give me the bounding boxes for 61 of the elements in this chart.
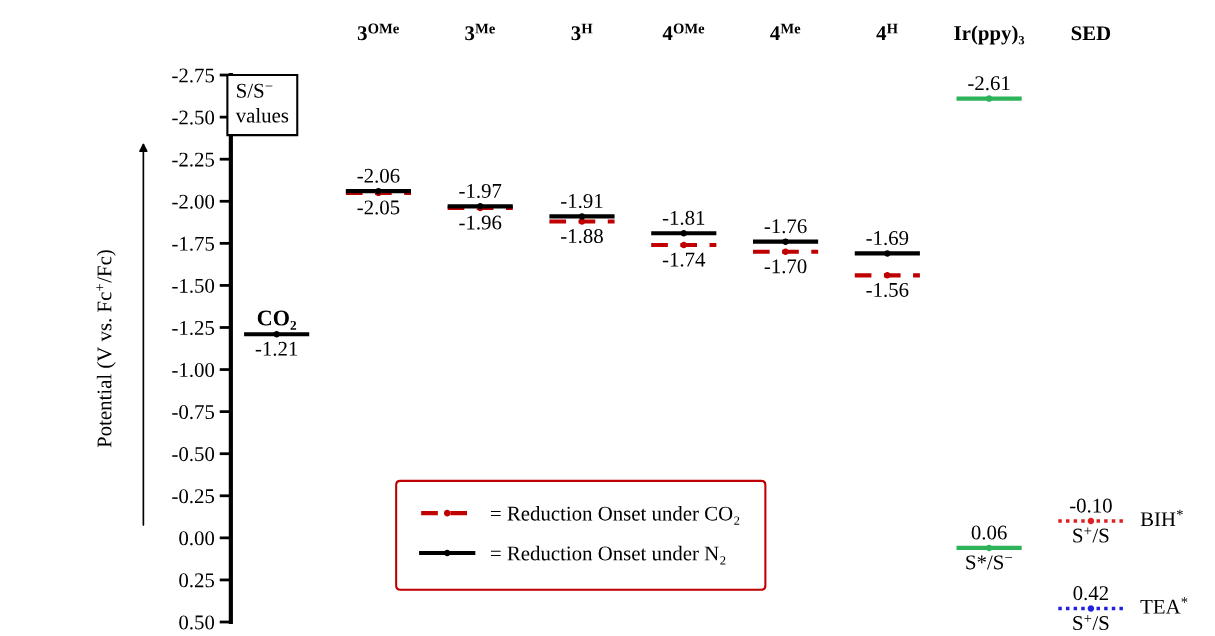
legend-label: BIH$^{*}$ — [1140, 509, 1183, 527]
y-tick-label: -2.25 — [172, 152, 215, 167]
point — [985, 544, 993, 552]
x-tick-label: SED — [1071, 26, 1111, 41]
annotation: S$^{+}$/S — [1073, 527, 1109, 543]
series-label: CO₂ — [257, 310, 297, 330]
legend-label: = Reduction Onset under CO₂ — [490, 505, 740, 525]
data-label: 0.06 — [971, 525, 1007, 540]
annotation: S$^{+}$/S — [1073, 614, 1109, 631]
data-label: -1.70 — [764, 259, 807, 274]
y-tick-label: -1.00 — [172, 362, 215, 378]
legend-label: TEA$^{*}$ — [1140, 597, 1188, 614]
data-label: 0.42 — [1073, 586, 1108, 601]
text: S/S$^{−}$ values — [235, 83, 289, 123]
x-tick-label: 3$^{Me}$ — [465, 23, 495, 41]
data-label: -2.06 — [357, 168, 400, 183]
data-label: -1.97 — [459, 183, 502, 199]
y-tick-label: -1.50 — [172, 278, 215, 293]
y-tick-label: -2.75 — [172, 68, 215, 83]
point — [680, 229, 688, 237]
x-tick-label: 3$^{OMe}$ — [357, 23, 399, 41]
data-label: -1.81 — [662, 210, 705, 225]
y-tick-label: -2.00 — [172, 194, 215, 209]
data-label: -0.10 — [1069, 498, 1112, 513]
y-tick-label: -2.50 — [172, 110, 215, 125]
y-axis-title: Potential (V vs. Fc$^{+}$/Fc) — [96, 250, 116, 448]
data-label: -1.76 — [764, 219, 807, 234]
point — [680, 241, 688, 249]
y-tick-label: -0.25 — [172, 489, 215, 504]
x-tick-label: 3$^{H}$ — [571, 23, 593, 41]
point — [782, 248, 789, 256]
point — [884, 272, 891, 279]
data-label: -1.91 — [561, 194, 603, 209]
data-label: -2.61 — [968, 76, 1010, 91]
point — [1087, 517, 1095, 525]
point — [1087, 605, 1095, 612]
y-tick-label: -0.50 — [172, 447, 215, 462]
point — [578, 213, 586, 220]
data-label: -1.96 — [459, 215, 502, 230]
annotation: S*/S$^{−}$ — [966, 555, 1012, 570]
legend-label: = Reduction Onset under N₂ — [490, 545, 726, 565]
y-tick-label: 0.50 — [179, 615, 215, 630]
point — [884, 250, 891, 257]
data-label: -1.88 — [561, 229, 603, 244]
y-tick-label: 0.25 — [179, 573, 215, 588]
data-label: -2.05 — [357, 200, 400, 215]
y-tick-label: 0.00 — [179, 531, 215, 546]
y-tick-label: -1.25 — [172, 320, 215, 336]
data-label: -1.56 — [866, 282, 909, 298]
x-tick-label: 4$^{H}$ — [876, 23, 898, 41]
x-tick-label: 4$^{Me}$ — [770, 23, 801, 41]
x-tick-label: 4$^{OMe}$ — [662, 23, 705, 40]
y-tick-label: -0.75 — [172, 405, 215, 420]
point — [985, 95, 993, 102]
point — [273, 330, 280, 338]
x-tick-label: Ir(ppy)₃ — [954, 25, 1025, 45]
point — [782, 238, 789, 245]
data-label: -1.74 — [662, 252, 706, 267]
y-tick-label: -1.75 — [172, 236, 215, 251]
data-label: -1.21 — [255, 341, 298, 356]
data-label: -1.69 — [866, 231, 909, 246]
